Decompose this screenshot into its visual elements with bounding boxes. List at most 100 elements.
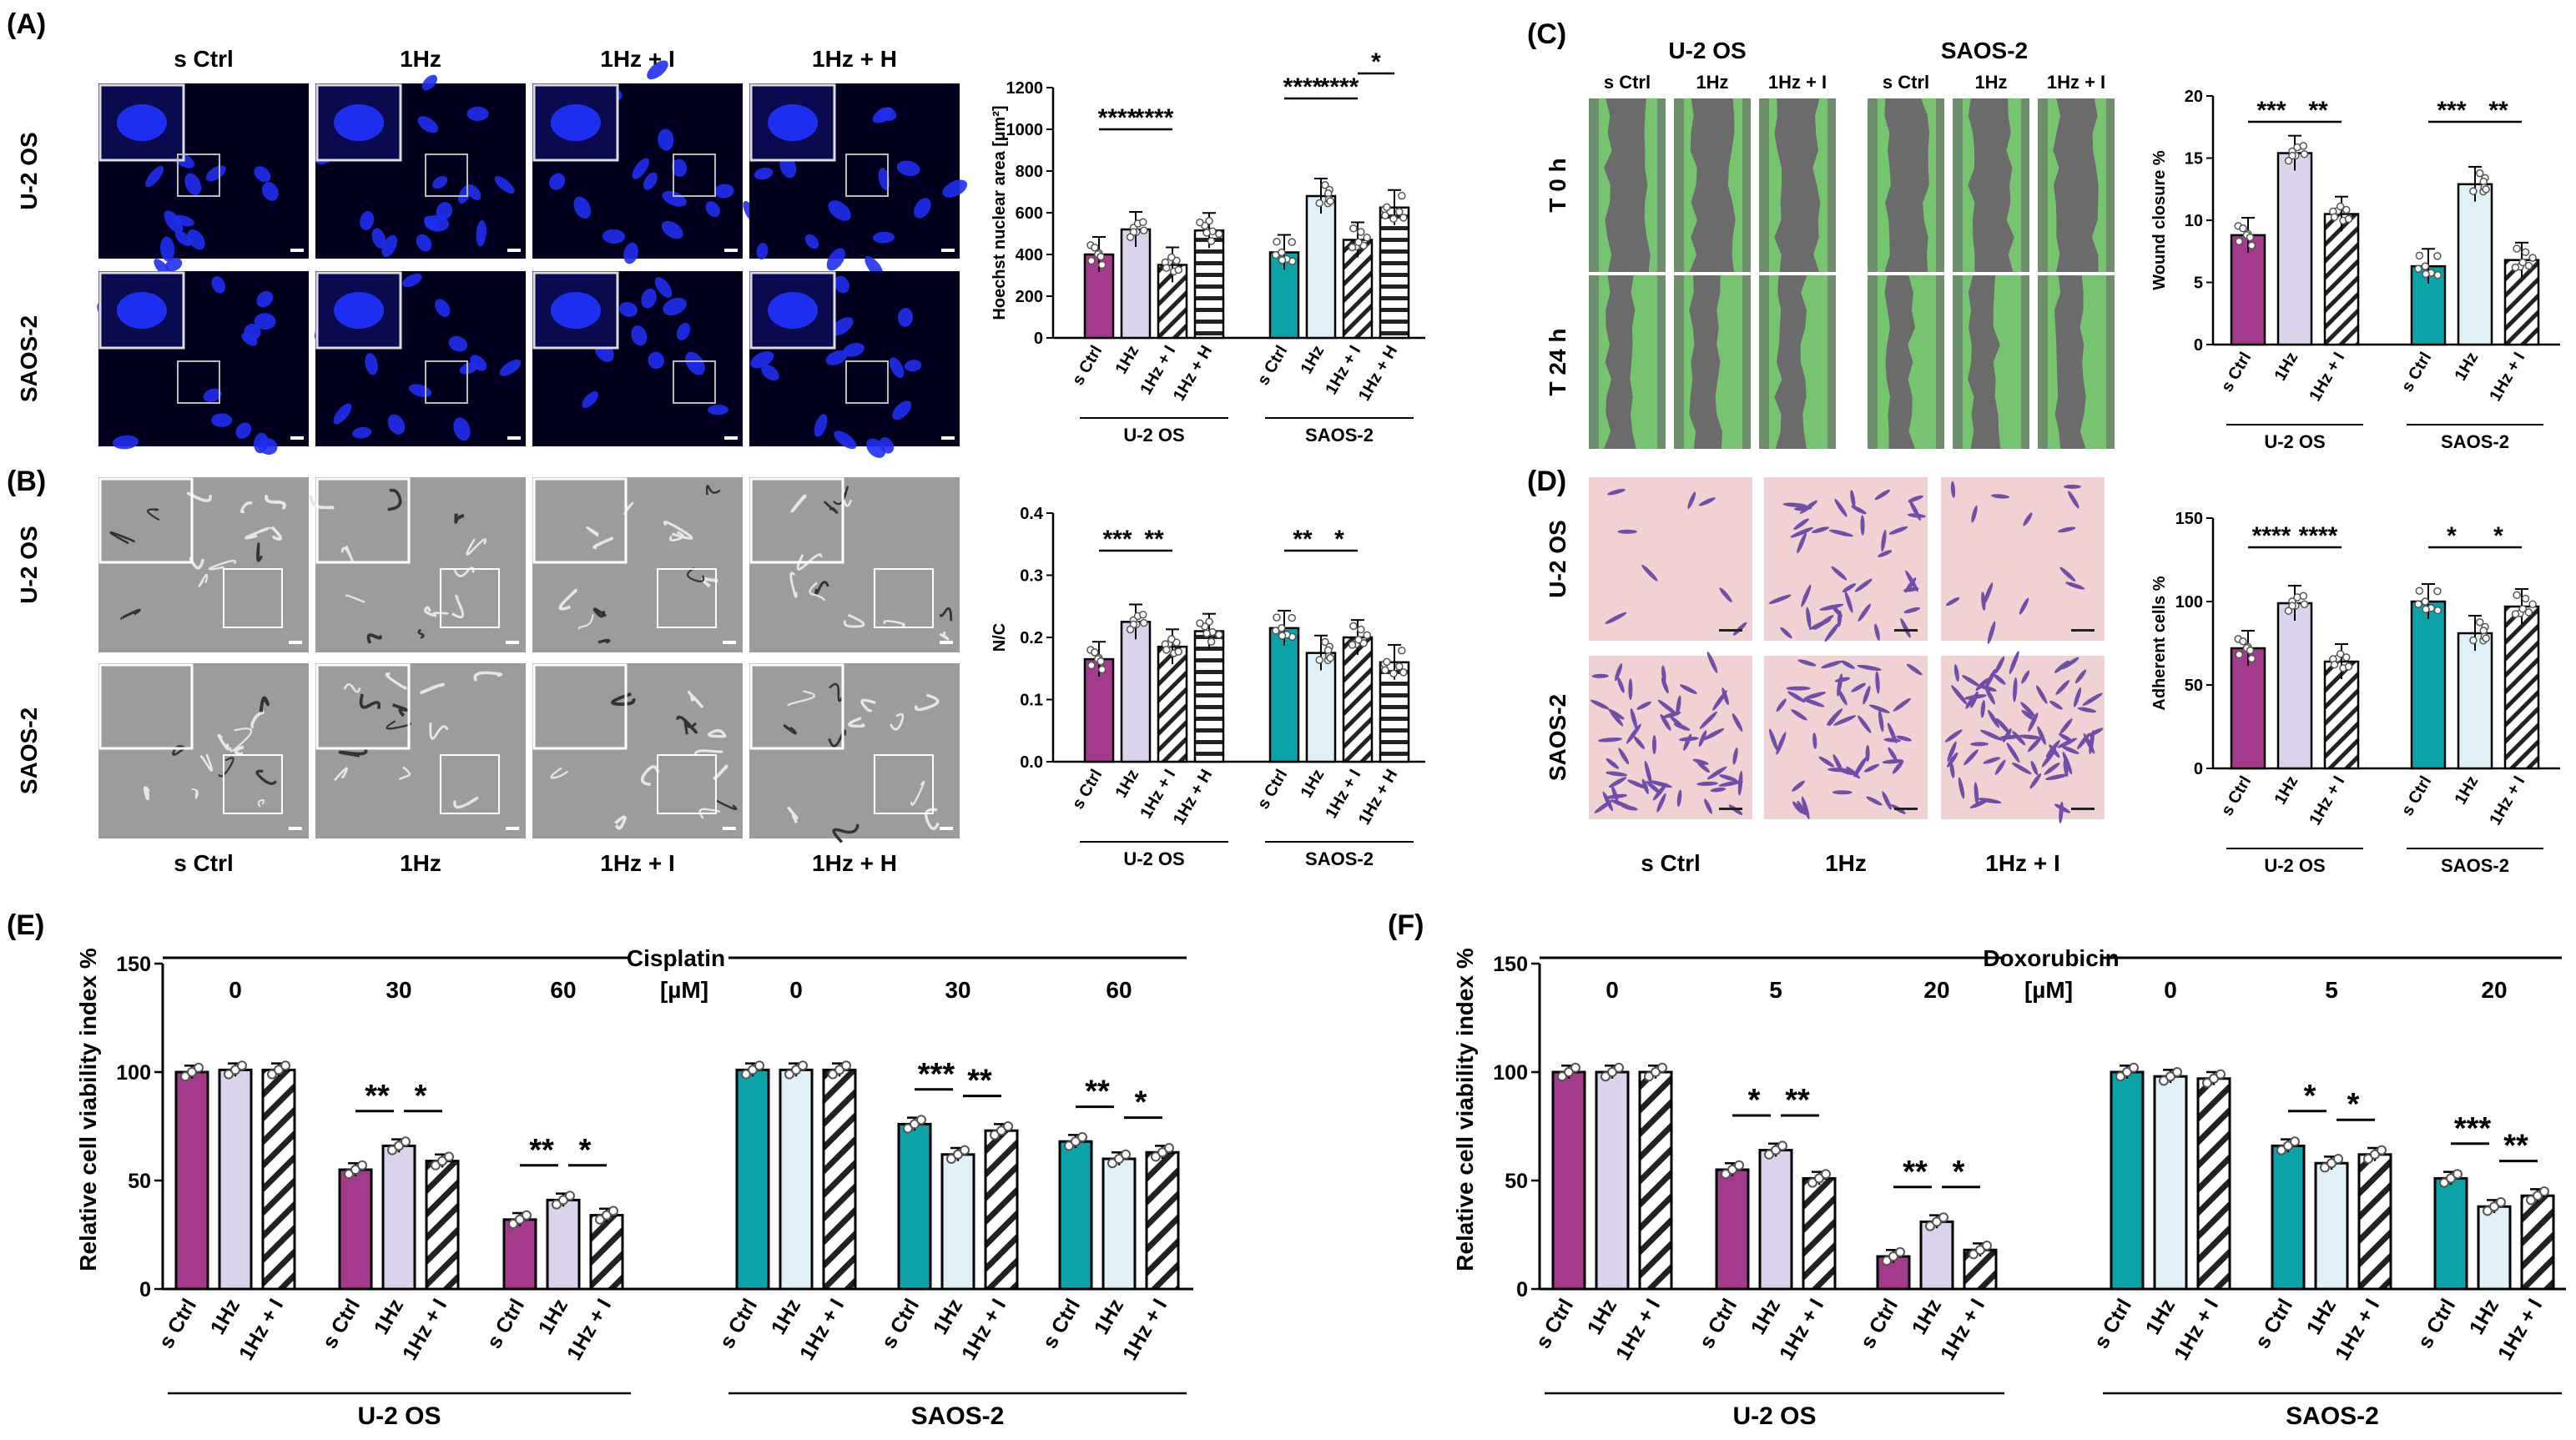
x-tick-label: 1Hz + I bbox=[562, 1295, 616, 1364]
y-tick-label: 0.4 bbox=[1020, 505, 1044, 523]
data-point bbox=[1202, 629, 1211, 637]
data-point bbox=[2433, 270, 2442, 279]
data-point bbox=[2513, 244, 2521, 253]
data-point bbox=[2235, 650, 2243, 659]
x-tick-label: 1Hz bbox=[534, 1295, 572, 1339]
data-point bbox=[444, 1151, 454, 1162]
nuclei-image bbox=[314, 234, 526, 446]
wound-image bbox=[1589, 275, 1666, 449]
data-point bbox=[2496, 1197, 2506, 1207]
panel-label-f: (F) bbox=[1388, 909, 1424, 941]
concentration-label: 5 bbox=[2325, 977, 2338, 1003]
data-point bbox=[224, 1069, 234, 1080]
x-tick-label: 1Hz + I bbox=[2486, 350, 2528, 405]
data-point bbox=[1107, 1158, 1117, 1169]
panel-d-micrographs: s Ctrl 1Hz 1Hz + I U-2 OS SAOS-2 bbox=[1545, 477, 2105, 876]
data-point bbox=[2299, 142, 2308, 150]
bar bbox=[1305, 194, 1337, 340]
data-point bbox=[2482, 185, 2490, 194]
data-point bbox=[2159, 1075, 2169, 1086]
data-point bbox=[1607, 1067, 1617, 1077]
data-point bbox=[2483, 1206, 2493, 1216]
x-tick-label: s Ctrl bbox=[1531, 1295, 1578, 1352]
y-tick-label: 0 bbox=[2194, 336, 2203, 355]
y-tick-label: 100 bbox=[1493, 1061, 1528, 1085]
x-tick-label: 1Hz + I bbox=[2306, 350, 2348, 405]
data-point bbox=[1389, 669, 1398, 678]
significance-label: ** bbox=[1785, 1083, 1810, 1118]
data-point bbox=[1932, 1216, 1942, 1227]
data-point bbox=[1288, 613, 1297, 622]
data-point bbox=[1278, 248, 1286, 257]
data-point bbox=[180, 1071, 190, 1082]
significance-label: *** bbox=[918, 1057, 955, 1092]
y-tick-label: 20 bbox=[2185, 88, 2203, 106]
data-point bbox=[2363, 1154, 2373, 1164]
data-point bbox=[1278, 256, 1287, 264]
x-tick-label: 1Hz + I bbox=[957, 1295, 1011, 1364]
x-tick-label: 1Hz + I bbox=[398, 1295, 451, 1364]
panel-label-c: (C) bbox=[1527, 18, 1566, 50]
significance-label: ** bbox=[1903, 1155, 1928, 1190]
wound-image bbox=[1759, 98, 1836, 272]
bar bbox=[2410, 600, 2447, 770]
y-tick-label: 0.0 bbox=[1020, 753, 1043, 772]
data-point bbox=[990, 1130, 1000, 1140]
data-point bbox=[2336, 202, 2345, 211]
data-point bbox=[1096, 657, 1105, 666]
panel-c-col-label: 1Hz + I bbox=[2047, 72, 2105, 93]
data-point bbox=[1807, 1177, 1817, 1188]
sem-image bbox=[532, 663, 743, 838]
data-point bbox=[2239, 637, 2247, 646]
chart-title: Doxorubicin bbox=[1983, 945, 2119, 971]
data-point bbox=[1278, 624, 1286, 632]
data-point bbox=[910, 1119, 920, 1130]
data-point bbox=[2370, 1149, 2380, 1160]
panel-d-col-label: 1Hz bbox=[1825, 850, 1867, 876]
group-label: SAOS-2 bbox=[911, 1402, 1005, 1430]
x-tick-label: 1Hz + I bbox=[1775, 1295, 1828, 1364]
data-point bbox=[1363, 631, 1371, 640]
data-point bbox=[194, 1062, 204, 1073]
data-point bbox=[2433, 606, 2442, 615]
x-tick-label: 1Hz + I bbox=[2486, 773, 2528, 828]
bar bbox=[589, 1214, 624, 1291]
y-axis-label: N/C bbox=[991, 623, 1009, 652]
concentration-label: 30 bbox=[945, 977, 970, 1003]
x-tick-label: s Ctrl bbox=[2398, 350, 2436, 395]
y-axis-label: Adherent cells % bbox=[2150, 576, 2169, 710]
data-point bbox=[1938, 1212, 1948, 1223]
data-point bbox=[784, 1069, 794, 1080]
data-point bbox=[1570, 1062, 1580, 1073]
data-point bbox=[1727, 1165, 1737, 1175]
data-point bbox=[2433, 252, 2442, 260]
data-point bbox=[522, 1210, 532, 1221]
data-point bbox=[2518, 605, 2527, 613]
nuclei-image bbox=[749, 271, 960, 458]
x-tick-label: 1Hz bbox=[206, 1295, 244, 1339]
data-point bbox=[1321, 180, 1329, 189]
data-point bbox=[230, 1065, 240, 1075]
data-point bbox=[1348, 641, 1357, 649]
data-point bbox=[1087, 256, 1096, 265]
data-point bbox=[1969, 1249, 1979, 1260]
panel-c-col-label: 1Hz + I bbox=[1768, 72, 1827, 93]
group-label: SAOS-2 bbox=[2286, 1402, 2379, 1430]
panel-b-row-label: U-2 OS bbox=[16, 526, 42, 603]
significance-label: *** bbox=[1102, 526, 1132, 553]
y-axis-label: Relative cell viability index % bbox=[75, 948, 101, 1271]
data-point bbox=[1087, 661, 1096, 670]
wound-image bbox=[2038, 275, 2115, 449]
panel-a-col-label: s Ctrl bbox=[174, 46, 234, 72]
data-point bbox=[1925, 1221, 1935, 1231]
y-tick-label: 50 bbox=[2185, 677, 2203, 695]
data-point bbox=[237, 1060, 247, 1071]
unit-label: [µM] bbox=[660, 977, 708, 1003]
bar bbox=[1120, 228, 1152, 340]
bar bbox=[261, 1068, 296, 1291]
data-point bbox=[748, 1065, 758, 1075]
data-point bbox=[2518, 258, 2527, 267]
data-point bbox=[2526, 1195, 2536, 1206]
